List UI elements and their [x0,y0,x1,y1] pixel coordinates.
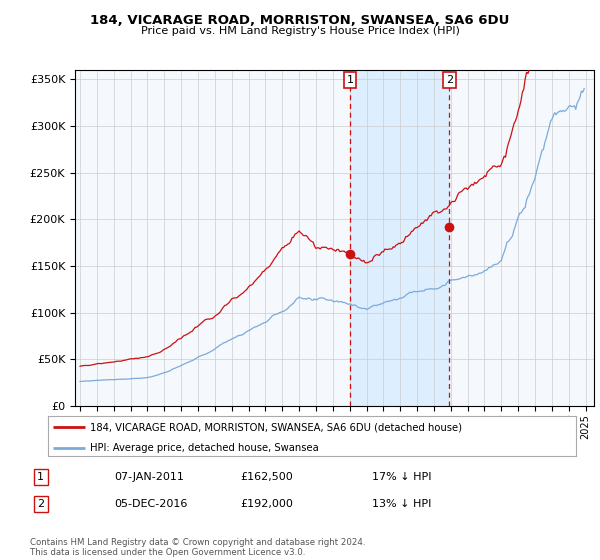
Text: £162,500: £162,500 [240,472,293,482]
Text: 2: 2 [446,75,453,85]
Bar [350,70,449,406]
Text: 2: 2 [37,499,44,509]
Text: 1: 1 [347,75,353,85]
Text: 05-DEC-2016: 05-DEC-2016 [114,499,187,509]
Text: 17% ↓ HPI: 17% ↓ HPI [372,472,431,482]
Text: 1: 1 [37,472,44,482]
Text: £192,000: £192,000 [240,499,293,509]
Text: 184, VICARAGE ROAD, MORRISTON, SWANSEA, SA6 6DU (detached house): 184, VICARAGE ROAD, MORRISTON, SWANSEA, … [90,422,462,432]
Text: 184, VICARAGE ROAD, MORRISTON, SWANSEA, SA6 6DU: 184, VICARAGE ROAD, MORRISTON, SWANSEA, … [91,14,509,27]
Text: 07-JAN-2011: 07-JAN-2011 [114,472,184,482]
Text: Price paid vs. HM Land Registry's House Price Index (HPI): Price paid vs. HM Land Registry's House … [140,26,460,36]
Text: HPI: Average price, detached house, Swansea: HPI: Average price, detached house, Swan… [90,442,319,452]
Text: 13% ↓ HPI: 13% ↓ HPI [372,499,431,509]
Text: Contains HM Land Registry data © Crown copyright and database right 2024.
This d: Contains HM Land Registry data © Crown c… [30,538,365,557]
